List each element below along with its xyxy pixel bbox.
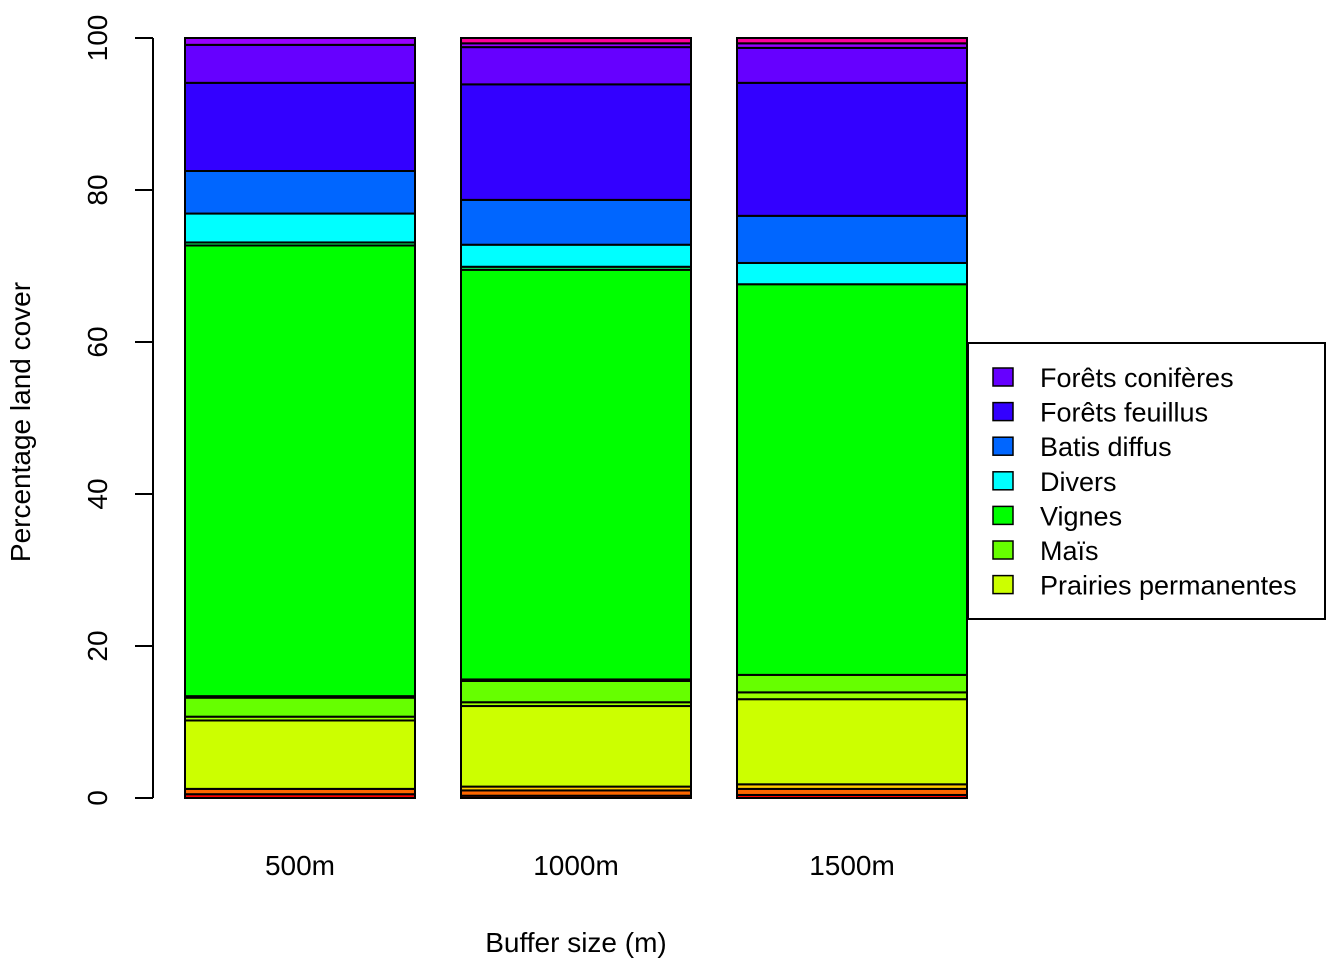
bar-segment: [460, 37, 692, 45]
bar-segment: [184, 719, 416, 790]
legend-swatch: [992, 436, 1014, 456]
legend-swatch: [992, 367, 1014, 387]
bar-segment: [460, 243, 692, 268]
legend-swatch: [992, 540, 1014, 560]
legend-label: Batis diffus: [1040, 432, 1172, 462]
bar-segment: [736, 673, 968, 694]
y-tick-label: 20: [82, 630, 113, 661]
bar-segment: [460, 705, 692, 788]
y-tick-label: 80: [82, 174, 113, 205]
y-tick-label: 0: [82, 790, 113, 806]
y-tick-label: 60: [82, 326, 113, 357]
bar-segment: [736, 698, 968, 786]
bar-segment: [736, 283, 968, 676]
legend-label: Maïs: [1040, 536, 1099, 566]
bar-segment: [736, 37, 968, 45]
y-tick-label: 100: [82, 15, 113, 62]
bar-segment: [736, 691, 968, 701]
legend-box: [967, 342, 1326, 620]
legend-swatch: [992, 505, 1014, 526]
bar-segment: [184, 37, 416, 46]
bar-segment: [184, 696, 416, 718]
x-axis: 500m 1000m 1500m: [265, 850, 895, 881]
x-axis-label: Buffer size (m): [485, 927, 667, 958]
bar-segment: [736, 214, 968, 264]
bar-segment: [184, 212, 416, 244]
bar-segment: [184, 43, 416, 84]
legend-label: Prairies permanentes: [1040, 571, 1297, 601]
legend-swatch: [992, 401, 1014, 422]
bar-segment: [460, 83, 692, 201]
legend-swatch: [992, 471, 1014, 491]
bar-segment: [736, 261, 968, 286]
y-axis-label: Percentage land cover: [5, 282, 36, 562]
legend-swatch: [992, 574, 1014, 595]
bar-segment: [736, 81, 968, 217]
bars: [184, 37, 968, 800]
x-tick-label: 1000m: [533, 850, 619, 881]
bar-segment: [184, 81, 416, 172]
bar-segment: [460, 679, 692, 704]
y-axis: 0 20 40 60 80 100: [82, 15, 154, 806]
legend-label: Forêts conifères: [1040, 363, 1234, 393]
x-tick-label: 500m: [265, 850, 335, 881]
bar-segment: [460, 46, 692, 86]
legend-label: Forêts feuillus: [1040, 398, 1208, 428]
legend: Forêts conifères Forêts feuillus Batis dif…: [967, 342, 1326, 620]
bar-segment: [736, 46, 968, 84]
x-tick-label: 1500m: [809, 850, 895, 881]
legend-label: Divers: [1040, 467, 1117, 497]
y-tick-label: 40: [82, 478, 113, 509]
bar-segment: [184, 244, 416, 698]
legend-label: Vignes: [1040, 501, 1122, 531]
bar-segment: [460, 268, 692, 681]
bar-segment: [460, 198, 692, 246]
bar-segment: [184, 170, 416, 215]
